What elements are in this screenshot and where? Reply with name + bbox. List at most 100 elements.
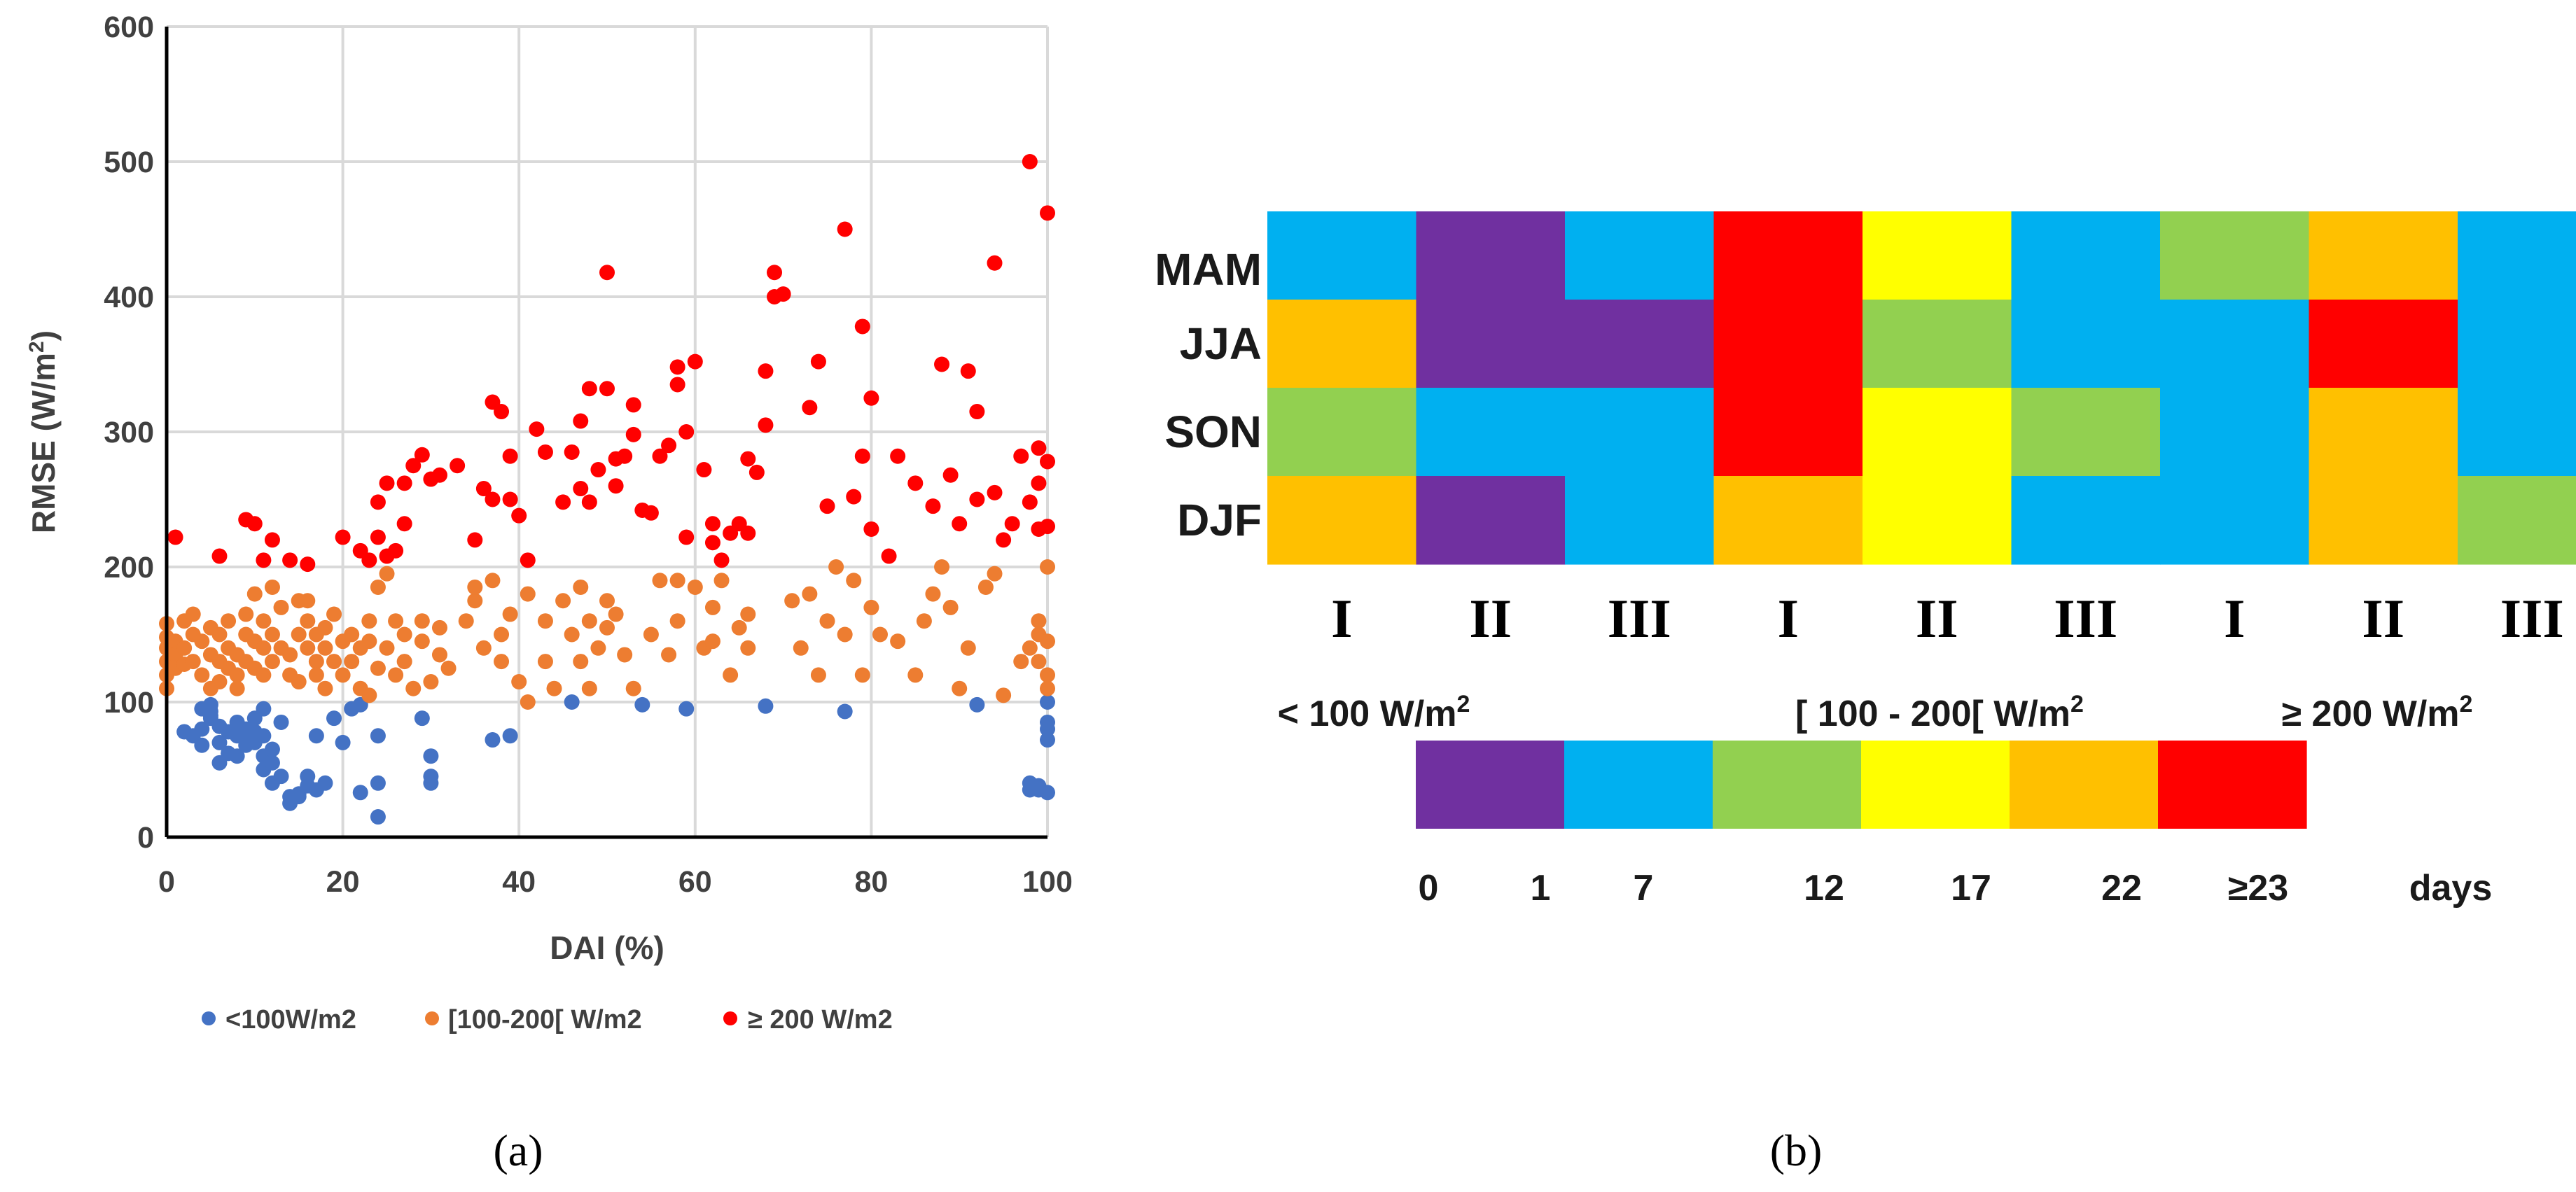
scatter-high-point xyxy=(414,447,430,463)
column-labels: I II III I II III I II III xyxy=(1331,588,2564,649)
scatter-high-point xyxy=(952,516,968,532)
heatmap-cell xyxy=(2160,300,2310,388)
scatter-mid-point xyxy=(194,667,210,683)
scatter-mid-point xyxy=(581,680,597,696)
scatter-mid-point xyxy=(326,654,342,670)
scatter-high-point xyxy=(573,413,589,429)
scatter-high-point xyxy=(696,462,712,478)
scatter-mid-point xyxy=(916,613,932,629)
column-label: I xyxy=(1331,588,1352,649)
scatter-low-point xyxy=(634,696,650,713)
scatter-mid-point xyxy=(485,573,501,589)
scatter-low-point xyxy=(678,701,695,717)
scatter-mid-point xyxy=(185,654,201,670)
scatter-high-point xyxy=(669,359,685,375)
scatter-mid-point xyxy=(740,606,756,622)
scatter-high-point xyxy=(863,390,879,406)
scatter-high-point xyxy=(467,532,483,548)
scale-swatch xyxy=(2010,741,2159,829)
scatter-high-point xyxy=(740,525,756,541)
y-tick-label: 600 xyxy=(104,10,154,44)
scatter-high-point xyxy=(854,318,870,335)
scatter-mid-point xyxy=(246,586,263,602)
scatter-low-point xyxy=(273,714,289,730)
scatter-high-point xyxy=(405,458,422,474)
scatter-high-point xyxy=(431,467,447,483)
scatter-high-point xyxy=(388,542,404,559)
y-tick-labels: 0 100 200 300 400 500 600 xyxy=(104,10,154,855)
heatmap-cell xyxy=(1713,388,1863,477)
scatter-mid-point xyxy=(256,640,272,656)
scatter-high-point xyxy=(837,221,853,237)
scatter-mid-point xyxy=(687,579,703,595)
scatter-mid-point xyxy=(1040,633,1055,650)
scatter-low-point xyxy=(264,741,280,757)
scatter-low-point xyxy=(423,775,439,791)
scatter-mid-point xyxy=(361,613,377,629)
heatmap-cell xyxy=(2309,388,2458,477)
scatter-mid-point xyxy=(264,654,280,670)
scatter-mid-point xyxy=(872,626,888,643)
scatter-high-point xyxy=(625,426,641,442)
scatter-high-point xyxy=(713,552,730,568)
category-low: < 100 W/m2 xyxy=(1278,691,1470,734)
x-axis-title: DAI (%) xyxy=(550,930,664,966)
scatter-high-point xyxy=(502,448,518,464)
heatmap-cell xyxy=(2011,388,2161,477)
scatter-high-point xyxy=(802,400,818,416)
scatter-mid-point xyxy=(423,674,439,690)
scale-boundary-label: 17 xyxy=(1951,868,1991,909)
scale-boundary-label: 12 xyxy=(1804,868,1844,909)
scatter-high-point xyxy=(669,377,685,393)
scatter-mid-point xyxy=(854,667,870,683)
row-label: SON xyxy=(1164,407,1262,457)
scatter-high-point xyxy=(573,481,589,497)
scatter-high-point xyxy=(264,532,280,548)
scatter-high-point xyxy=(704,516,720,532)
scatter-mid-point xyxy=(273,599,289,615)
scatter-high-point xyxy=(704,535,720,551)
scatter-low-point xyxy=(502,728,518,744)
heatmap-cell xyxy=(2011,300,2161,388)
scatter-mid-point xyxy=(942,599,959,615)
scatter-mid-point xyxy=(344,654,360,670)
x-tick-label: 20 xyxy=(326,865,360,899)
scatter-high-point xyxy=(749,464,765,480)
heatmap-cell xyxy=(1863,211,2012,300)
scatter-high-point xyxy=(485,491,501,507)
scatter-mid-point xyxy=(652,573,668,589)
scatter-mid-point xyxy=(704,599,720,615)
heatmap-cell xyxy=(2458,388,2576,477)
scale-boundary-label: ≥23 xyxy=(2228,868,2288,909)
scatter-low-point xyxy=(414,710,430,727)
scatter-mid-point xyxy=(238,606,254,622)
heatmap-cell xyxy=(1416,476,1566,565)
scatter-high-point xyxy=(450,458,466,474)
scatter-high-point xyxy=(767,265,783,281)
scatter-mid-point xyxy=(414,613,430,629)
heatmap-cell xyxy=(1713,300,1863,388)
scatter-mid-point xyxy=(810,667,826,683)
scatter-mid-point xyxy=(802,586,818,602)
scatter-low-point xyxy=(256,701,272,717)
scatter-mid-point xyxy=(537,613,553,629)
legend-marker-high xyxy=(723,1011,737,1025)
scatter-high-point xyxy=(960,363,976,379)
heatmap-cell xyxy=(1863,388,2012,477)
row-label: MAM xyxy=(1155,244,1262,295)
scatter-mid-point xyxy=(388,613,404,629)
x-tick-label: 100 xyxy=(1022,865,1073,899)
scatter-mid-point xyxy=(396,654,412,670)
scatter-low-point xyxy=(370,728,386,744)
scale-boundary-label: 0 xyxy=(1419,868,1439,909)
scatter-high-point xyxy=(599,265,615,281)
scatter-high-point xyxy=(863,521,879,537)
scatter-mid-point xyxy=(300,640,316,656)
scatter-high-point xyxy=(1004,516,1020,532)
heatmap-cell xyxy=(1565,211,1715,300)
legend-label-high: ≥ 200 W/m2 xyxy=(748,1005,893,1035)
scatter-high-point xyxy=(167,529,183,545)
scatter-mid-point xyxy=(537,654,553,670)
scatter-high-point xyxy=(881,548,897,564)
